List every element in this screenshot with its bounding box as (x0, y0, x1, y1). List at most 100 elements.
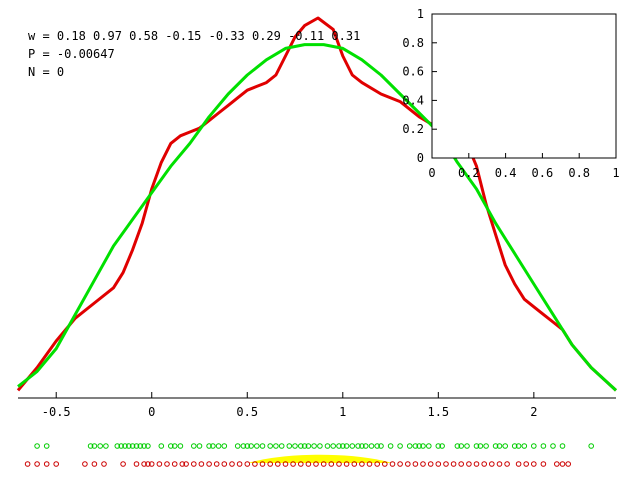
sample-point (492, 443, 499, 449)
series-line-1 (16, 16, 618, 392)
sample-point (177, 443, 184, 449)
sample-point (267, 443, 274, 449)
sample-point (565, 461, 572, 467)
sample-point (292, 443, 298, 449)
sample-point (290, 461, 296, 467)
sample-point (221, 461, 228, 467)
sample-point (450, 461, 457, 467)
sample-point (305, 461, 312, 467)
sample-point (458, 461, 465, 467)
sample-point (336, 443, 342, 449)
n-value-line: N = 0 (28, 65, 64, 79)
sample-point (359, 461, 365, 467)
sample-point (435, 443, 442, 449)
sample-point (240, 443, 247, 449)
sample-point (343, 443, 350, 449)
inset-x-tick-label: 0 (428, 166, 435, 180)
sample-point (34, 461, 40, 467)
sample-point (191, 443, 197, 449)
sample-point (244, 461, 251, 467)
sample-point (378, 443, 384, 449)
sample-point (397, 461, 403, 467)
sample-point (406, 443, 413, 449)
sample-point (531, 443, 537, 449)
sample-point (252, 461, 258, 467)
sample-point (97, 443, 103, 449)
sample-point (420, 443, 426, 449)
sample-point (540, 461, 547, 467)
inset-y-tick-label: 0.8 (402, 36, 424, 50)
sample-point (313, 461, 319, 467)
main-x-tick-label: 0 (148, 405, 155, 419)
sample-point (454, 443, 461, 449)
sample-point (305, 443, 312, 449)
sample-point (439, 443, 445, 449)
sample-point (198, 461, 205, 467)
sample-point (412, 461, 419, 467)
main-x-tick-label: 0.5 (236, 405, 258, 419)
sample-point (206, 461, 212, 467)
sample-point (496, 443, 503, 449)
sample-point (91, 461, 98, 467)
sample-point (168, 443, 174, 449)
sample-point (137, 443, 144, 449)
sample-point (101, 461, 107, 467)
sample-point (24, 461, 31, 467)
main-x-tick-label: 1 (339, 405, 346, 419)
sample-point (330, 443, 337, 449)
sample-point (273, 443, 279, 449)
sample-point (133, 443, 140, 449)
sample-point (206, 443, 212, 449)
inset-y-tick-label: 0.4 (402, 93, 424, 107)
sample-point (183, 461, 189, 467)
sample-point (53, 461, 60, 467)
sample-point (554, 461, 560, 467)
sample-point (103, 443, 109, 449)
sample-point (248, 443, 254, 449)
sample-point (435, 461, 442, 467)
inset-x-tick-label: 1 (612, 166, 619, 180)
sample-point (43, 443, 50, 449)
sample-point (311, 443, 317, 449)
inset-frame (431, 13, 617, 159)
sample-point (416, 443, 423, 449)
sample-point (129, 443, 136, 449)
density-blob (248, 454, 392, 463)
sample-point (588, 443, 595, 449)
sample-point (368, 443, 375, 449)
sample-point (317, 443, 323, 449)
sample-point (234, 443, 241, 449)
main-x-tick-label: 1.5 (427, 405, 449, 419)
sample-point (477, 443, 484, 449)
main-x-ticks: -0.5 0 0.5 1 1.5 2 (42, 392, 537, 419)
sample-point (236, 461, 243, 467)
sample-point (343, 461, 350, 467)
sample-point (259, 461, 266, 467)
sample-point (540, 443, 547, 449)
sample-point (229, 461, 235, 467)
sample-point (351, 461, 358, 467)
inset-plot: 0 0.2 0.4 0.6 0.8 1 0 0.2 0.4 0.6 0.8 1 (402, 7, 619, 180)
sample-point (397, 443, 403, 449)
inset-y-tick-label: 0 (417, 151, 424, 165)
sample-point (118, 443, 124, 449)
sample-point (515, 461, 522, 467)
sample-point (389, 461, 396, 467)
sample-point (464, 443, 470, 449)
main-x-tick-label: -0.5 (42, 405, 71, 419)
sample-point (298, 461, 304, 467)
inset-y-tick-label: 0.6 (402, 65, 424, 79)
sample-point (278, 443, 285, 449)
inset-x-tick-label: 0.4 (495, 166, 517, 180)
sample-point (213, 461, 220, 467)
sample-point (502, 443, 509, 449)
inset-x-tick-label: 0.8 (568, 166, 590, 180)
sample-point (349, 443, 356, 449)
sample-point (43, 461, 50, 467)
sample-point (196, 443, 203, 449)
sample-point (481, 461, 488, 467)
sample-point (427, 461, 434, 467)
sample-point (133, 461, 140, 467)
sample-point (171, 461, 178, 467)
